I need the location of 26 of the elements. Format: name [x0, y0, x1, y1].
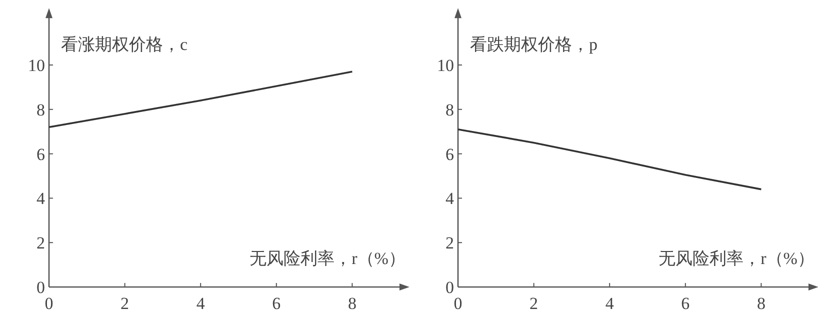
x-tick-label: 4: [196, 294, 206, 313]
y-tick-label: 10: [28, 56, 45, 75]
y-tick-label: 6: [36, 144, 45, 164]
x-tick-label: 6: [272, 294, 281, 313]
x-tick-label: 2: [530, 294, 538, 313]
x-tick-label: 4: [605, 294, 614, 313]
y-tick-label: 2: [36, 234, 45, 253]
line-series: [457, 128, 762, 190]
y-axis-title: 看跌期权价格，p: [470, 35, 598, 54]
y-tick-label: 8: [36, 100, 45, 120]
y-tick-label: 8: [446, 100, 454, 120]
x-tick-label: 2: [120, 294, 130, 313]
x-tick-label: 8: [348, 294, 356, 313]
line-series: [48, 70, 354, 128]
y-tick-label: 0: [36, 278, 45, 297]
x-tick-label: 8: [756, 294, 766, 313]
y-tick-label: 2: [446, 234, 454, 253]
x-tick-label: 6: [681, 294, 690, 313]
y-tick-label: 4: [446, 189, 454, 208]
y-tick-label: 6: [446, 144, 454, 164]
y-tick-label: 4: [36, 189, 46, 208]
y-tick-label: 10: [437, 56, 454, 75]
x-axis-title: 无风险利率，r（%）: [250, 249, 406, 268]
y-axis-title: 看涨期权价格，c: [61, 35, 188, 54]
y-tick-label: 0: [446, 278, 454, 297]
x-axis-title: 无风险利率，r（%）: [658, 249, 814, 268]
